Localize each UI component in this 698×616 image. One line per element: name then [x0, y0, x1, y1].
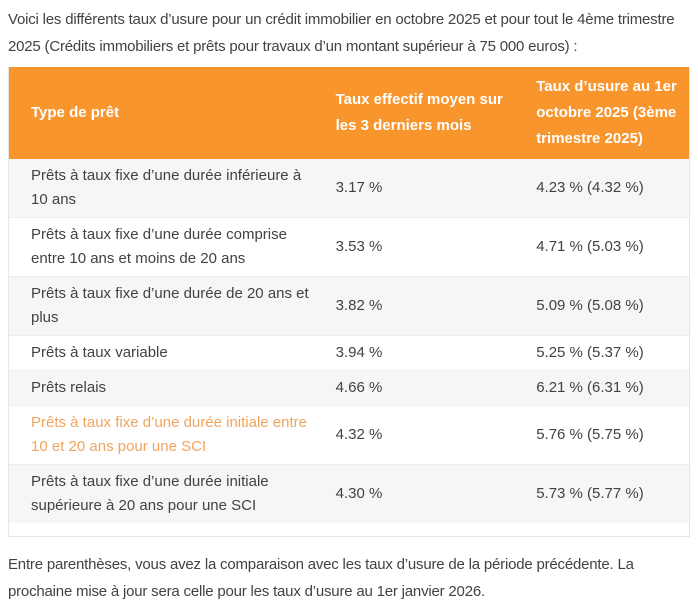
usury-rate-cell: 5.09 % (5.08 %) — [529, 276, 689, 336]
avg-rate-cell: 4.66 % — [328, 370, 530, 406]
usury-rate-cell: 4.71 % (5.03 %) — [529, 217, 689, 277]
usury-rates-table-grid: Type de prêt Taux effectif moyen sur les… — [9, 67, 689, 523]
usury-rate-cell: 4.23 % (4.32 %) — [529, 159, 689, 218]
usury-rate-cell: 6.21 % (6.31 %) — [529, 370, 689, 406]
loan-type-cell: Prêts à taux fixe d’une durée inférieure… — [9, 159, 329, 218]
avg-rate-cell: 4.30 % — [328, 464, 530, 523]
table-row: Prêts à taux variable 3.94 % 5.25 % (5.3… — [9, 335, 689, 371]
footnote-paragraph: Entre parenthèses, vous avez la comparai… — [8, 556, 634, 600]
column-header-loan-type: Type de prêt — [9, 67, 329, 159]
usury-rate-cell: 5.76 % (5.75 %) — [529, 405, 689, 465]
table-row: Prêts à taux fixe d’une durée inférieure… — [9, 159, 689, 218]
usury-rates-table: Type de prêt Taux effectif moyen sur les… — [8, 67, 690, 537]
table-header-row: Type de prêt Taux effectif moyen sur les… — [9, 67, 689, 159]
loan-type-cell: Prêts à taux fixe d’une durée comprise e… — [9, 217, 329, 277]
loan-type-cell: Prêts à taux variable — [9, 335, 329, 371]
avg-rate-cell: 3.94 % — [328, 335, 530, 371]
loan-type-cell: Prêts à taux fixe d’une durée de 20 ans … — [9, 276, 329, 336]
avg-rate-cell: 3.17 % — [328, 159, 530, 218]
table-row: Prêts à taux fixe d’une durée de 20 ans … — [9, 276, 689, 336]
avg-rate-cell: 3.53 % — [328, 217, 530, 277]
column-header-usury-rate: Taux d’usure au 1er octobre 2025 (3ème t… — [529, 67, 689, 159]
avg-rate-cell: 4.32 % — [328, 405, 530, 465]
loan-type-cell: Prêts relais — [9, 370, 329, 406]
loan-type-cell: Prêts à taux fixe d’une durée initiale s… — [9, 464, 329, 523]
table-row: Prêts relais 4.66 % 6.21 % (6.31 %) — [9, 370, 689, 406]
table-row: Prêts à taux fixe d’une durée comprise e… — [9, 217, 689, 277]
usury-rate-cell: 5.73 % (5.77 %) — [529, 464, 689, 523]
table-row: Prêts à taux fixe d’une durée initiale e… — [9, 405, 689, 465]
usury-rate-cell: 5.25 % (5.37 %) — [529, 335, 689, 371]
intro-paragraph: Voici les différents taux d’usure pour u… — [8, 11, 675, 55]
sci-loan-10-20-link[interactable]: Prêts à taux fixe d’une durée initiale e… — [31, 414, 307, 455]
loan-type-cell: Prêts à taux fixe d’une durée initiale e… — [9, 405, 329, 465]
table-row: Prêts à taux fixe d’une durée initiale s… — [9, 464, 689, 523]
column-header-average-rate: Taux effectif moyen sur les 3 derniers m… — [328, 67, 530, 159]
avg-rate-cell: 3.82 % — [328, 276, 530, 336]
